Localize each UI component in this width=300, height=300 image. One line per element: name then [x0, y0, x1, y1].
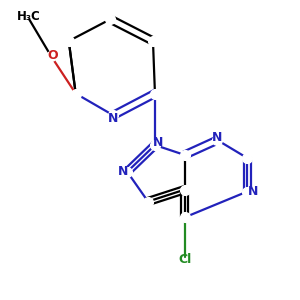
- Text: N: N: [248, 185, 258, 198]
- Text: N: N: [108, 112, 118, 125]
- Text: Cl: Cl: [178, 254, 191, 266]
- Text: N: N: [118, 165, 128, 178]
- Text: N: N: [212, 130, 223, 144]
- Text: H₃C: H₃C: [17, 10, 41, 23]
- Text: N: N: [153, 136, 163, 148]
- Text: O: O: [47, 50, 58, 62]
